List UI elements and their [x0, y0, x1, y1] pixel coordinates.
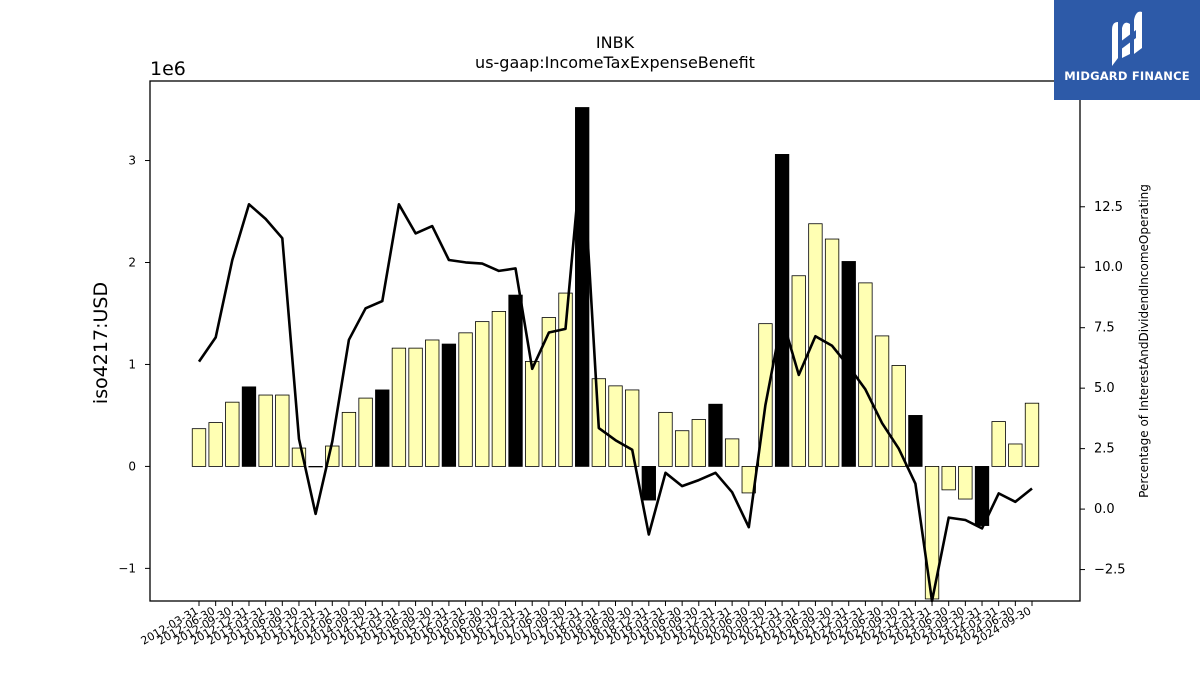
- bar-2022-12-31: [908, 415, 923, 467]
- y-tick-label: 3: [128, 154, 136, 168]
- bar-2020-12-31: [774, 154, 790, 467]
- bar-2016-06-30: [475, 321, 490, 467]
- bar-2015-06-30: [408, 347, 423, 467]
- bar-2015-03-31: [391, 347, 407, 467]
- bar-2021-06-30: [808, 223, 823, 467]
- bar-2015-12-31: [441, 343, 457, 467]
- y-tick-label: 1: [128, 357, 136, 371]
- y-axis-right-label: Percentage of InterestAndDividendIncomeO…: [1137, 184, 1151, 498]
- chart-title: INBK: [596, 33, 635, 52]
- bar-2019-03-31: [658, 411, 673, 467]
- y-right-tick-label: 0.0: [1094, 502, 1115, 517]
- y-right-tick-label: 7.5: [1094, 321, 1115, 336]
- y-tick-label: 2: [128, 255, 136, 269]
- bar-2020-03-31: [724, 438, 740, 467]
- bar-2016-09-30: [491, 311, 507, 467]
- bar-2012-12-31: [241, 386, 257, 467]
- bar-2017-03-31: [525, 360, 540, 467]
- y-right-tick-label: 2.5: [1094, 442, 1115, 457]
- bar-2017-09-30: [558, 292, 573, 467]
- bar-2019-09-30: [691, 419, 706, 467]
- bar-2014-06-30: [341, 411, 357, 467]
- y-offset-label: 1e6: [150, 58, 186, 80]
- chart-subtitle: us-gaap:IncomeTaxExpenseBenefit: [475, 53, 755, 72]
- bar-2016-12-31: [508, 294, 523, 467]
- ratio-line: [197, 145, 1033, 603]
- bar-2023-09-30: [958, 466, 973, 500]
- logo-mark-icon: [1112, 11, 1142, 66]
- logo-text: MIDGARD FINANCE: [1064, 69, 1190, 83]
- axes-layer: −10123−2.50.02.55.07.510.012.52012-03-31…: [118, 80, 1126, 648]
- bar-2023-06-30: [941, 466, 956, 491]
- plot-frame: [149, 80, 1081, 602]
- bar-2024-09-30: [1024, 402, 1040, 467]
- y-axis-label: iso4217:USD: [90, 282, 112, 404]
- bars-layer: [191, 107, 1040, 600]
- line-layer: [197, 145, 1033, 603]
- bar-2017-06-30: [541, 317, 557, 467]
- bar-2014-12-31: [375, 389, 390, 467]
- y-tick-label: 0: [128, 459, 136, 473]
- bar-2022-06-30: [874, 335, 890, 467]
- bar-2024-03-31: [991, 421, 1006, 467]
- bar-2018-12-31: [641, 466, 656, 501]
- bar-2013-03-31: [258, 394, 273, 467]
- bar-2012-03-31: [191, 428, 207, 467]
- bar-2018-06-30: [608, 385, 623, 467]
- y-right-tick-label: −2.5: [1094, 563, 1126, 578]
- bar-2021-12-31: [841, 261, 856, 467]
- bar-2012-06-30: [208, 422, 223, 467]
- bar-2013-12-31: [308, 466, 323, 468]
- midgard-finance-logo: MIDGARD FINANCE: [1054, 0, 1200, 100]
- bar-2019-06-30: [674, 430, 690, 467]
- bar-2013-06-30: [275, 394, 290, 467]
- bar-2024-06-30: [1008, 443, 1023, 467]
- bar-2022-03-31: [858, 282, 873, 467]
- bar-2015-09-30: [425, 339, 440, 467]
- bar-2014-09-30: [358, 397, 373, 467]
- y-right-tick-label: 5.0: [1094, 381, 1115, 396]
- bar-2012-09-30: [225, 401, 240, 467]
- y-tick-label: −1: [118, 561, 136, 575]
- bar-2019-12-31: [708, 403, 723, 467]
- y-right-tick-label: 12.5: [1094, 200, 1123, 215]
- y-right-tick-label: 10.0: [1094, 260, 1123, 275]
- bar-2016-03-31: [458, 332, 473, 467]
